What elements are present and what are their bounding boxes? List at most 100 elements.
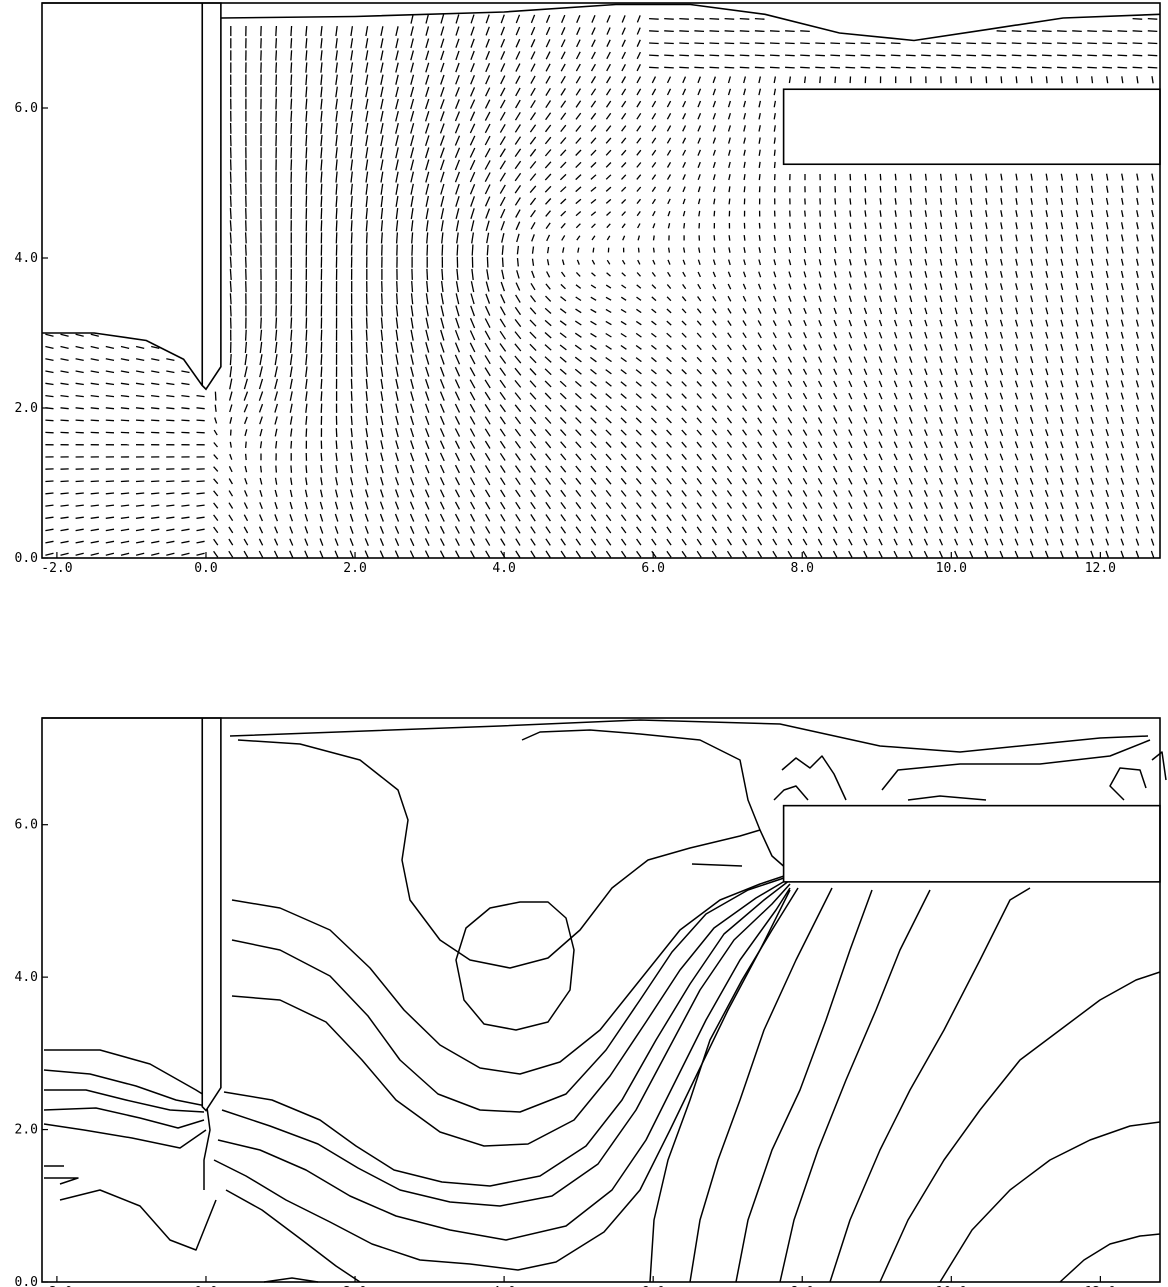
velocity-arrow [514, 111, 521, 121]
velocity-arrow [439, 123, 445, 134]
velocity-arrow [696, 332, 702, 338]
velocity-arrow [772, 502, 778, 509]
velocity-arrow [514, 319, 522, 328]
velocity-arrow [90, 504, 99, 507]
velocity-arrow [470, 305, 476, 317]
velocity-arrow [365, 428, 369, 438]
velocity-arrow [650, 417, 657, 424]
velocity-arrow [1057, 66, 1067, 69]
velocity-arrow [939, 489, 943, 497]
velocity-arrow [939, 271, 943, 278]
velocity-arrow [166, 516, 175, 519]
velocity-arrow [350, 403, 353, 413]
velocity-arrow [893, 344, 898, 351]
velocity-arrow [499, 379, 507, 389]
velocity-arrow [319, 513, 324, 522]
velocity-arrow [244, 329, 247, 341]
velocity-arrow [135, 480, 145, 483]
velocity-arrow [742, 332, 747, 339]
contour-line [44, 1177, 79, 1185]
velocity-arrow [848, 453, 853, 461]
velocity-arrow [439, 477, 445, 486]
velocity-arrow [60, 552, 69, 556]
velocity-arrow [335, 477, 339, 486]
velocity-arrow [863, 356, 868, 363]
velocity-arrow [560, 112, 567, 120]
velocity-arrow [863, 271, 867, 278]
velocity-arrow [544, 149, 552, 157]
velocity-arrow [848, 465, 853, 473]
velocity-arrow [712, 76, 717, 84]
velocity-arrow [590, 405, 597, 412]
velocity-arrow [75, 333, 84, 337]
velocity-arrow [364, 501, 369, 510]
velocity-arrow [893, 392, 898, 400]
velocity-arrow [228, 502, 234, 509]
velocity-arrow [681, 526, 687, 534]
velocity-arrow [999, 465, 1004, 473]
velocity-arrow [969, 295, 973, 303]
velocity-arrow [921, 42, 931, 45]
velocity-arrow [758, 247, 761, 254]
velocity-arrow [60, 407, 69, 410]
velocity-arrow [939, 234, 943, 242]
velocity-arrow [818, 368, 823, 375]
contour-line [237, 739, 761, 969]
velocity-arrow [380, 452, 384, 462]
velocity-arrow [499, 160, 506, 170]
velocity-arrow [290, 122, 293, 134]
velocity-arrow [924, 271, 928, 278]
velocity-arrow [681, 356, 687, 363]
velocity-arrow [544, 441, 552, 449]
velocity-arrow [1075, 307, 1079, 315]
velocity-arrow [954, 210, 958, 218]
velocity-arrow [380, 62, 384, 73]
velocity-arrow [320, 354, 323, 365]
velocity-arrow [834, 210, 837, 217]
velocity-arrow [574, 380, 582, 387]
velocity-arrow [651, 465, 657, 473]
velocity-arrow [815, 54, 825, 57]
velocity-arrow [1030, 173, 1033, 181]
velocity-arrow [243, 391, 249, 401]
velocity-arrow [666, 296, 672, 302]
velocity-arrow [636, 112, 642, 120]
velocity-arrow [135, 370, 145, 374]
velocity-arrow [833, 307, 837, 315]
velocity-arrow [135, 552, 145, 556]
velocity-arrow [652, 259, 656, 265]
velocity-arrow [1105, 270, 1109, 278]
velocity-arrow [651, 441, 657, 448]
velocity-arrow [470, 281, 475, 293]
velocity-arrow [305, 378, 308, 389]
velocity-arrow [1045, 173, 1048, 181]
velocity-arrow [681, 381, 687, 387]
velocity-arrow [694, 54, 705, 57]
velocity-arrow [924, 429, 928, 436]
velocity-arrow [908, 441, 913, 449]
velocity-arrow [1045, 368, 1049, 376]
velocity-arrow [924, 185, 927, 193]
velocity-arrow [529, 185, 537, 194]
velocity-arrow [1014, 356, 1019, 363]
contour-line [43, 1069, 207, 1107]
velocity-arrow [635, 453, 642, 461]
velocity-arrow [893, 331, 898, 339]
velocity-arrow [772, 477, 778, 485]
velocity-arrow [484, 160, 491, 170]
velocity-arrow [605, 100, 612, 108]
velocity-arrow [560, 502, 567, 510]
velocity-arrow [499, 172, 506, 182]
velocity-arrow [1120, 453, 1125, 461]
velocity-arrow [696, 550, 702, 558]
velocity-arrow [289, 514, 294, 522]
velocity-arrow [45, 516, 54, 519]
velocity-arrow [1075, 283, 1079, 291]
velocity-arrow [214, 391, 217, 401]
velocity-arrow [635, 344, 642, 350]
velocity-arrow [335, 62, 338, 73]
velocity-arrow [1105, 538, 1110, 546]
velocity-arrow [529, 307, 537, 315]
velocity-arrow [743, 259, 746, 266]
velocity-arrow [470, 196, 476, 207]
